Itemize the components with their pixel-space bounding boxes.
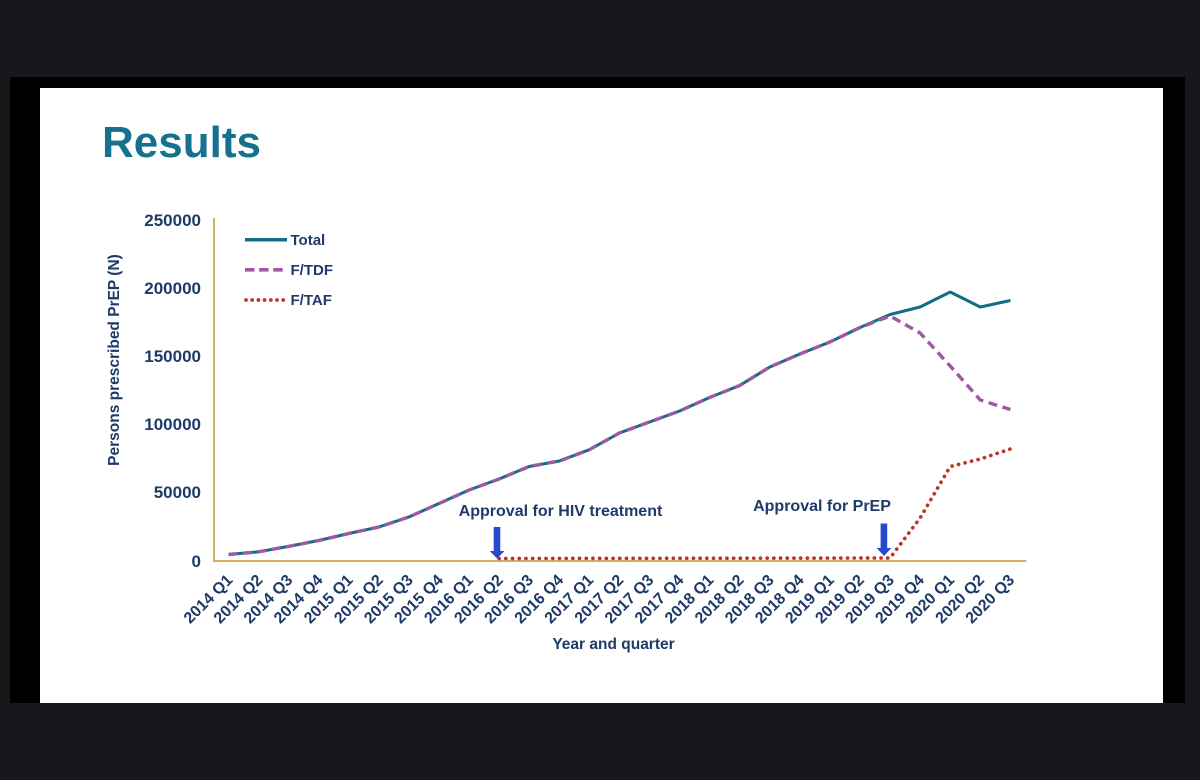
- svg-text:0: 0: [192, 552, 201, 571]
- svg-text:F/TAF: F/TAF: [291, 292, 332, 309]
- svg-text:Approval for PrEP: Approval for PrEP: [753, 498, 891, 515]
- svg-text:F/TDF: F/TDF: [291, 262, 334, 279]
- svg-text:150000: 150000: [144, 347, 201, 366]
- svg-text:250000: 250000: [144, 211, 201, 230]
- svg-text:Approval for HIV treatment: Approval for HIV treatment: [459, 503, 663, 520]
- svg-text:Year and quarter: Year and quarter: [552, 636, 674, 653]
- svg-text:200000: 200000: [144, 279, 201, 298]
- svg-text:100000: 100000: [144, 415, 201, 434]
- svg-text:Results: Results: [102, 118, 261, 167]
- svg-text:Persons prescribed PrEP (N): Persons prescribed PrEP (N): [106, 254, 123, 466]
- svg-text:50000: 50000: [154, 483, 201, 502]
- svg-text:Total: Total: [291, 232, 326, 249]
